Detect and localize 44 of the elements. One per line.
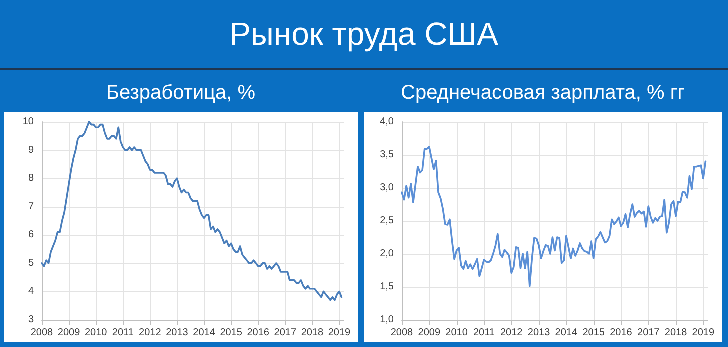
y-tick-label: 9: [28, 144, 34, 156]
x-tick-label: 2019: [692, 328, 715, 338]
chart-title: Среднечасовая зарплата, % гг: [400, 81, 686, 106]
y-tick-label: 1,0: [380, 314, 394, 326]
x-tick-label: 2015: [582, 328, 606, 338]
x-tick-label: 2014: [193, 328, 216, 338]
x-tick-label: 2011: [473, 328, 496, 338]
y-tick-label: 4: [28, 286, 34, 298]
y-tick-label: 8: [28, 173, 34, 184]
x-tick-label: 2012: [139, 328, 162, 338]
y-tick-label: 5: [28, 258, 34, 269]
x-tick-label: 2012: [500, 328, 524, 338]
y-tick-label: 6: [28, 230, 34, 241]
y-tick-label: 3: [28, 314, 34, 326]
x-tick-label: 2014: [555, 328, 578, 338]
y-tick-label: 7: [28, 201, 34, 212]
x-tick-label: 2009: [58, 328, 81, 338]
y-tick-label: 2,0: [380, 248, 394, 260]
y-tick-label: 2,5: [380, 216, 394, 226]
y-tick-label: 3,5: [380, 150, 394, 160]
x-tick-label: 2016: [610, 328, 633, 338]
chart-title: Безработица, %: [105, 81, 257, 106]
x-tick-label: 2017: [638, 328, 660, 338]
x-tick-label: 2011: [112, 328, 134, 338]
x-tick-label: 2019: [328, 328, 352, 338]
line-series: [401, 146, 707, 288]
y-tick-label: 1,5: [380, 282, 394, 292]
x-tick-label: 2018: [664, 328, 688, 338]
y-tick-label: 10: [22, 116, 34, 128]
x-tick-label: 2013: [166, 328, 189, 338]
text: Рынок труда США: [0, 0, 728, 70]
x-tick-label: 2018: [301, 328, 324, 338]
x-tick-label: 2015: [220, 328, 243, 338]
line-series: [41, 121, 343, 302]
x-tick-label: 2008: [30, 328, 54, 338]
x-tick-label: 2008: [390, 328, 414, 338]
y-tick-label: 3,0: [380, 182, 394, 194]
x-tick-label: 2009: [418, 328, 441, 338]
x-tick-label: 2010: [84, 328, 108, 338]
y-tick-label: 4,0: [380, 116, 394, 128]
x-tick-label: 2016: [247, 328, 270, 338]
x-tick-label: 2017: [274, 328, 297, 338]
x-tick-label: 2013: [528, 328, 551, 338]
x-tick-label: 2010: [446, 328, 468, 338]
